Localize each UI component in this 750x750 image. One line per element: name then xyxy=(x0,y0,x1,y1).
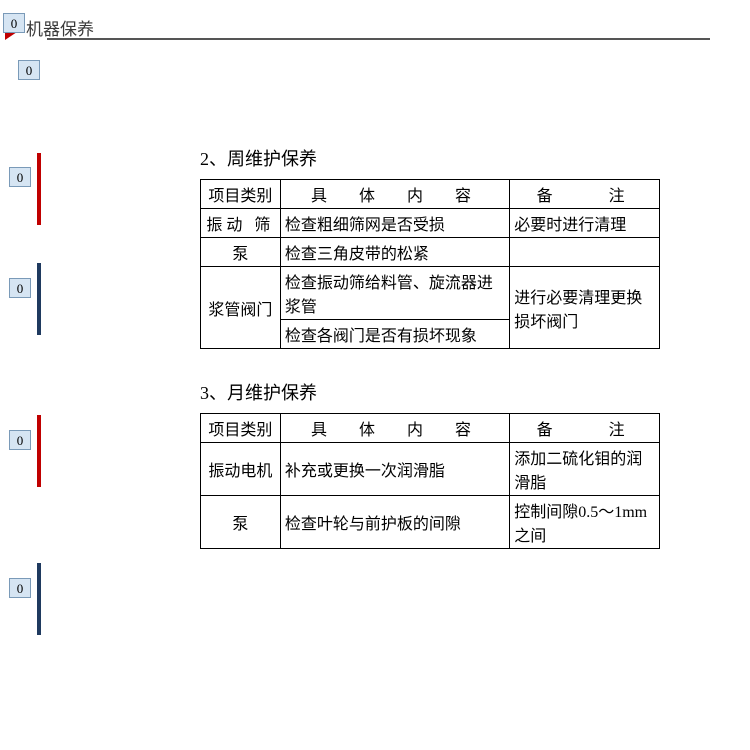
table-row: 振动 筛 检查粗细筛网是否受损 必要时进行清理 xyxy=(201,209,660,238)
cell-content: 检查叶轮与前护板的间隙 xyxy=(280,496,509,549)
vbar-2 xyxy=(37,263,41,335)
vbar-1 xyxy=(37,153,41,225)
cell-note: 控制间隙0.5～1mm之间 xyxy=(510,496,660,549)
cell-note: 必要时进行清理 xyxy=(510,209,660,238)
col-header-category: 项目类别 xyxy=(201,414,281,443)
col-header-note: 备 注 xyxy=(510,414,660,443)
cell-content: 补充或更换一次润滑脂 xyxy=(280,443,509,496)
cell-category: 振动电机 xyxy=(201,443,281,496)
table-weekly: 项目类别 具 体 内 容 备 注 振动 筛 检查粗细筛网是否受损 必要时进行清理… xyxy=(200,179,660,349)
cell-category: 泵 xyxy=(201,238,281,267)
table-row: 振动电机 补充或更换一次润滑脂 添加二硫化钼的润滑脂 xyxy=(201,443,660,496)
col-header-category: 项目类别 xyxy=(201,180,281,209)
badge-1[interactable]: 0 xyxy=(18,60,40,80)
page-header: 机器保养 xyxy=(5,15,710,44)
col-header-content: 具 体 内 容 xyxy=(280,180,509,209)
cell-note: 进行必要清理更换损坏阀门 xyxy=(510,267,660,349)
cell-note xyxy=(510,238,660,267)
cell-content: 检查粗细筛网是否受损 xyxy=(280,209,509,238)
cell-note: 添加二硫化钼的润滑脂 xyxy=(510,443,660,496)
table-row: 浆管阀门 检查振动筛给料管、旋流器进浆管 进行必要清理更换损坏阀门 xyxy=(201,267,660,320)
badge-3[interactable]: 0 xyxy=(9,278,31,298)
vbar-3 xyxy=(37,415,41,487)
table-monthly: 项目类别 具 体 内 容 备 注 振动电机 补充或更换一次润滑脂 添加二硫化钼的… xyxy=(200,413,660,549)
table-row: 泵 检查三角皮带的松紧 xyxy=(201,238,660,267)
section-title-weekly: 2、周维护保养 xyxy=(200,145,660,171)
table-row: 项目类别 具 体 内 容 备 注 xyxy=(201,180,660,209)
badge-5[interactable]: 0 xyxy=(9,578,31,598)
col-header-content: 具 体 内 容 xyxy=(280,414,509,443)
badge-2[interactable]: 0 xyxy=(9,167,31,187)
cell-category: 泵 xyxy=(201,496,281,549)
header-underline xyxy=(47,38,710,40)
section-title-monthly: 3、月维护保养 xyxy=(200,379,660,405)
col-header-note: 备 注 xyxy=(510,180,660,209)
cell-category: 振动 筛 xyxy=(201,209,281,238)
table-row: 泵 检查叶轮与前护板的间隙 控制间隙0.5～1mm之间 xyxy=(201,496,660,549)
cell-content: 检查各阀门是否有损坏现象 xyxy=(280,320,509,349)
page-title: 机器保养 xyxy=(26,15,94,44)
table-row: 项目类别 具 体 内 容 备 注 xyxy=(201,414,660,443)
content-area: 2、周维护保养 项目类别 具 体 内 容 备 注 振动 筛 检查粗细筛网是否受损… xyxy=(200,145,660,579)
vbar-4 xyxy=(37,563,41,635)
cell-category: 浆管阀门 xyxy=(201,267,281,349)
badge-4[interactable]: 0 xyxy=(9,430,31,450)
badge-0[interactable]: 0 xyxy=(3,13,25,33)
cell-content: 检查振动筛给料管、旋流器进浆管 xyxy=(280,267,509,320)
cell-content: 检查三角皮带的松紧 xyxy=(280,238,509,267)
